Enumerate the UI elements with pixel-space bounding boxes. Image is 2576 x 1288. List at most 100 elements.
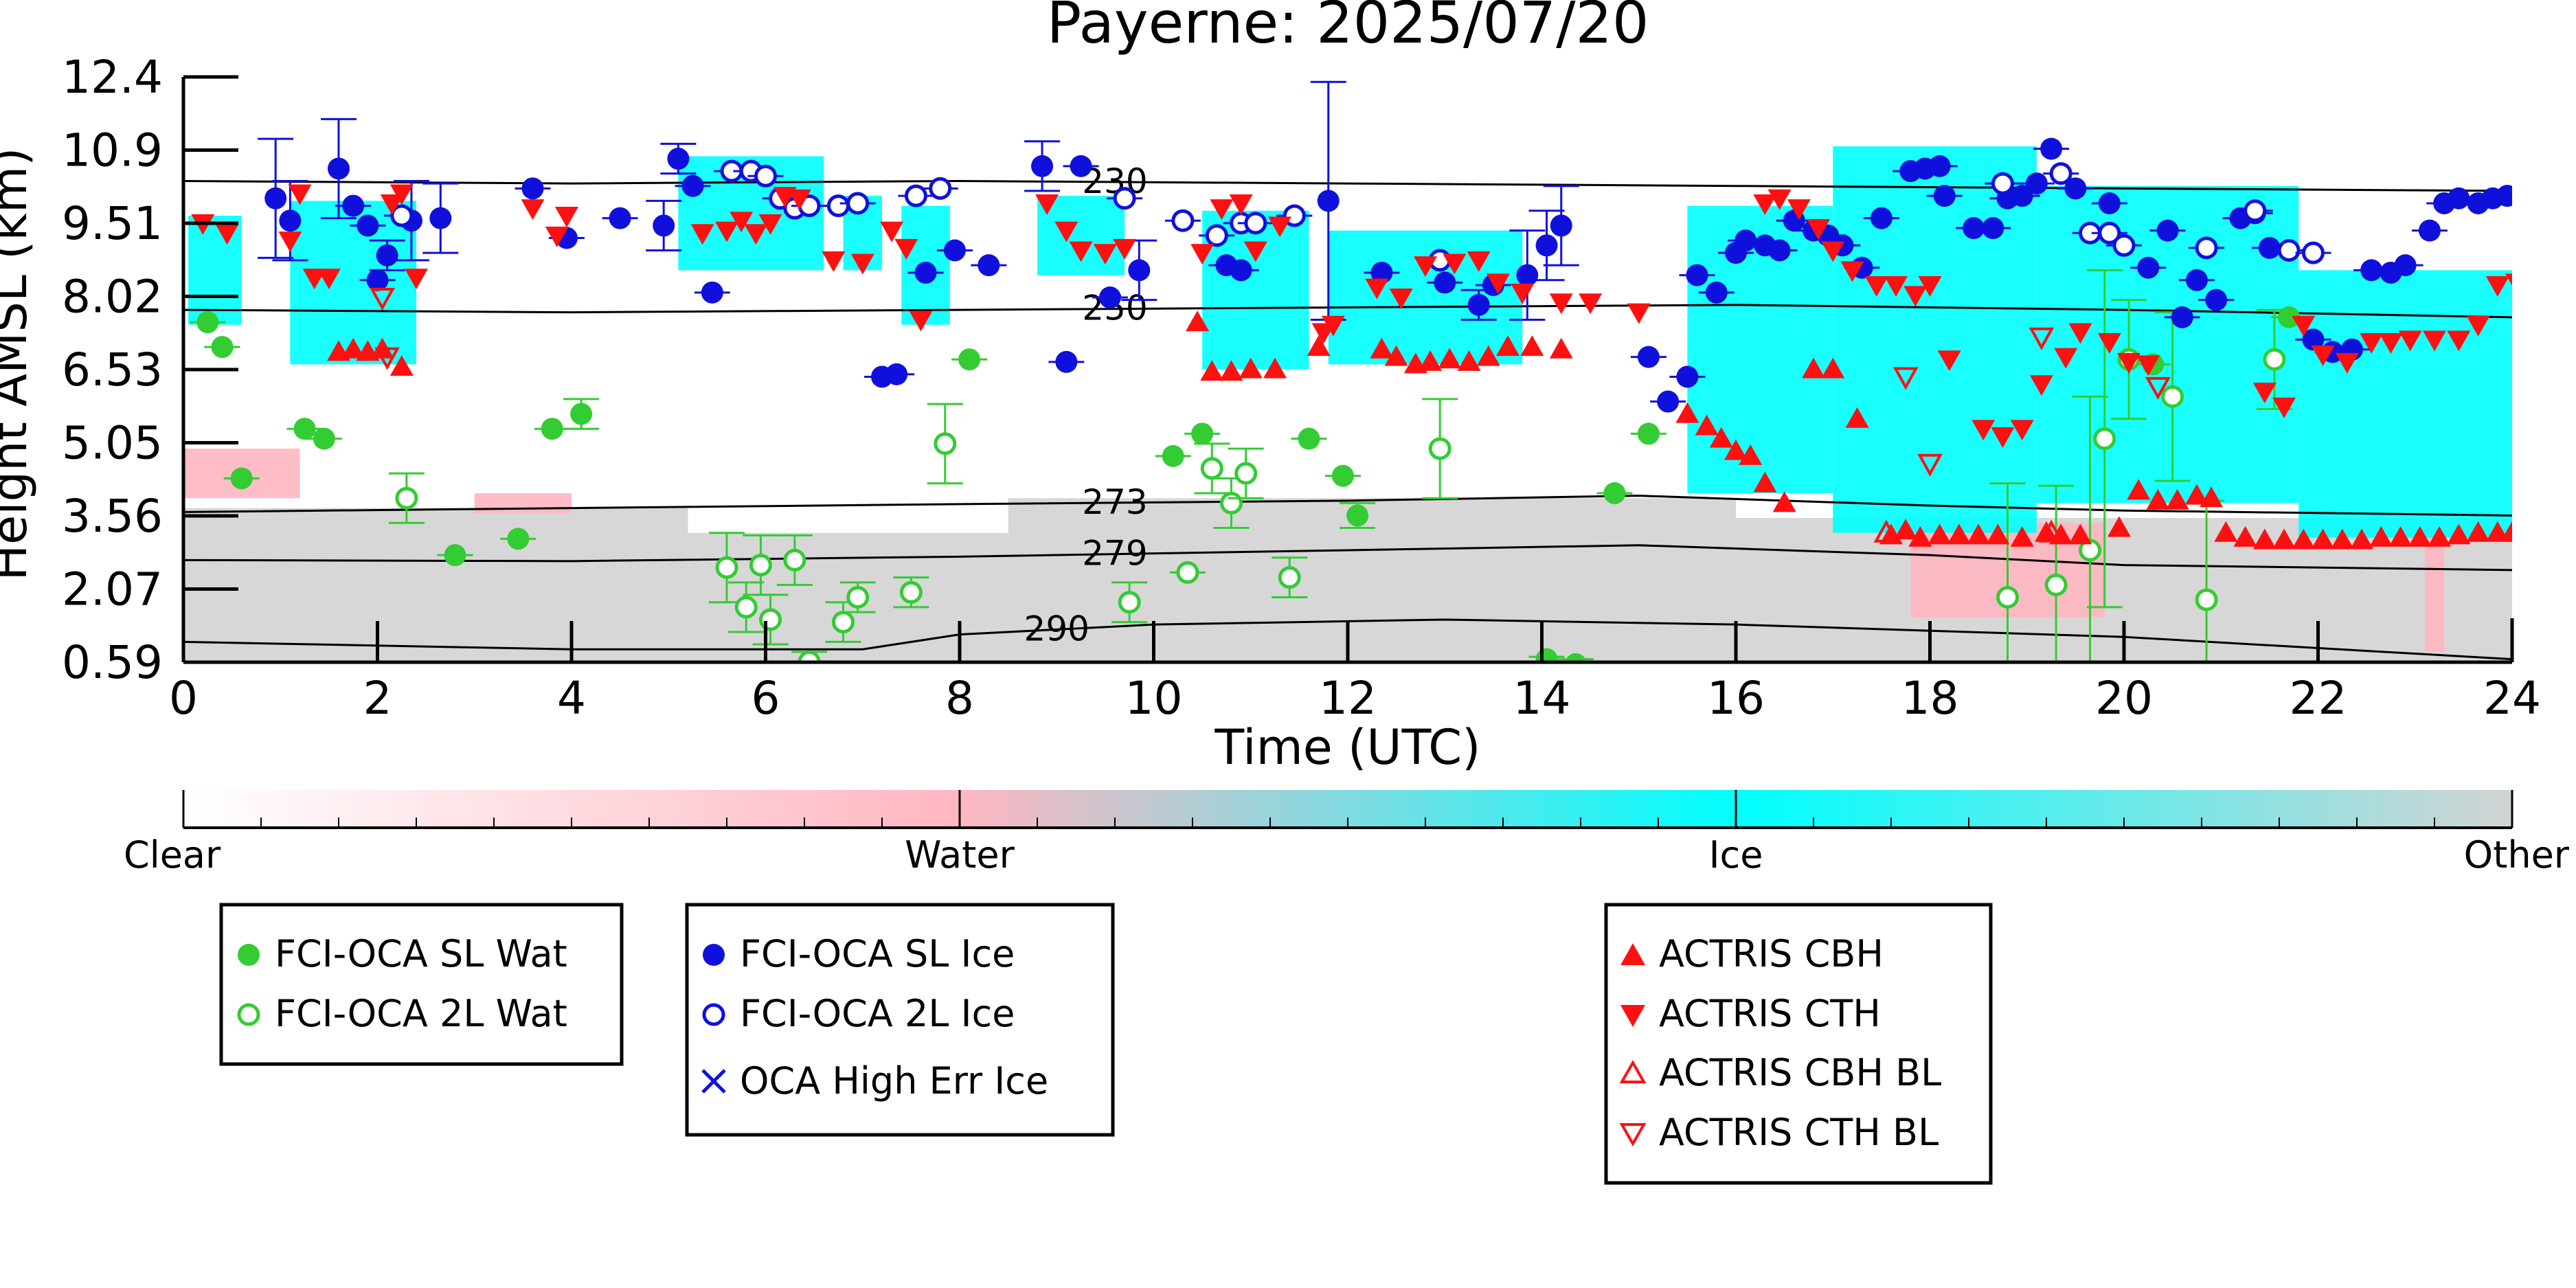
actris-cth-point-60: [2029, 375, 2053, 396]
actris-cth-point-76: [2466, 315, 2490, 337]
contour-label-273: 273: [1082, 482, 1147, 522]
actris-cbh-point-1: [341, 337, 365, 359]
contour-label-290: 290: [1024, 609, 1089, 648]
fci-oca-2l-wat-point-2: [734, 596, 758, 619]
legend-label-sl-wat: FCI-OCA SL Wat: [275, 932, 567, 975]
fci-oca-sl-ice-point-36: [1637, 346, 1660, 368]
fci-oca-2l-wat-point-0: [395, 486, 418, 510]
fci-oca-sl-ice-point-85: [2555, 185, 2576, 207]
legend-ice: FCI-OCA SL Ice FCI-OCA 2L Ice OCA High E…: [685, 903, 1115, 1137]
colorbar-label-other: Other: [2464, 833, 2570, 877]
actris-cth-point-41: [1486, 273, 1510, 295]
mask-ice-region-7: [1328, 230, 1523, 365]
actris-cth-point-33: [1268, 216, 1292, 238]
contour-line-273: [183, 495, 2512, 517]
fci-oca-sl-wat-point-11: [1191, 422, 1214, 445]
actris-cth-point-75: [2447, 330, 2471, 352]
fci-oca-2l-wat-point-4: [759, 608, 782, 631]
fci-oca-2l-ice-point-3: [754, 164, 777, 188]
actris-cbh-point-35: [1947, 523, 1971, 545]
actris-cbh-point-26: [1753, 471, 1777, 493]
actris-cbh-point-20: [1549, 337, 1573, 359]
actris-cth-point-39: [1443, 253, 1467, 275]
legend-marker-sl-wat: [238, 944, 260, 966]
fci-oca-2l-wat-point-20: [2079, 539, 2102, 562]
actris-cbh-point-14: [1419, 350, 1443, 371]
fci-oca-2l-wat-point-18: [1996, 585, 2019, 609]
actris-cth-point-47: [1767, 189, 1792, 210]
x-tick-label-12: 12: [1319, 672, 1377, 725]
mask-other-region-0: [183, 508, 688, 662]
actris-cbh-point-29: [1821, 357, 1845, 379]
actris-cbh-point-50: [2252, 528, 2276, 550]
actris-cbh-point-52: [2292, 528, 2316, 550]
legend-marker-2l-ice: [702, 1003, 725, 1026]
fci-oca-sl-ice-point-82: [2496, 185, 2512, 207]
actris-cth-point-51: [1840, 261, 1864, 282]
actris-cth-point-20: [850, 253, 874, 275]
fci-oca-sl-ice-point-38: [1676, 365, 1699, 388]
mask-water-region-3: [2424, 537, 2445, 652]
y-tick-label-4: 6.53: [62, 343, 163, 396]
fci-oca-sl-ice-point-64: [2156, 219, 2179, 242]
fci-oca-sl-ice-point-17: [1031, 155, 1054, 177]
fci-oca-2l-wat-point-23: [2161, 385, 2184, 408]
fci-oca-sl-ice-point-34: [914, 261, 937, 284]
actris-cbh-point-46: [2184, 484, 2208, 505]
fci-oca-sl-ice-point-11: [609, 207, 631, 229]
actris-cbh-point-53: [2311, 528, 2335, 550]
actris-cbh-point-17: [1476, 345, 1500, 366]
fci-oca-sl-ice-point-55: [1963, 217, 1985, 240]
fci-oca-sl-ice-point-42: [1735, 229, 1757, 252]
actris-cth-point-6: [380, 194, 404, 215]
fci-oca-sl-ice-point-8: [429, 207, 452, 229]
fci-oca-sl-ice-point-25: [1370, 261, 1393, 284]
colorbar-label-ice: Ice: [1709, 833, 1763, 877]
actris-cth-point-49: [1807, 219, 1831, 240]
fci-oca-2l-ice-point-12: [1171, 209, 1195, 232]
actris-cbh-point-56: [2369, 526, 2393, 547]
fci-oca-sl-ice-point-84: [2530, 185, 2552, 207]
actris-cth-point-66: [2252, 383, 2276, 404]
x-tick-label-14: 14: [1513, 672, 1571, 725]
actris-cth-point-44: [1579, 293, 1603, 315]
x-tick-label-0: 0: [169, 672, 198, 725]
fci-oca-2l-ice-point-18: [1991, 172, 2014, 195]
actris-cth-point-55: [1918, 275, 1942, 297]
fci-oca-sl-ice-point-54: [1933, 185, 1956, 207]
actris-cth-point-10: [545, 226, 569, 247]
actris-cth-point-40: [1467, 251, 1491, 272]
fci-oca-sl-wat-point-0: [196, 311, 219, 334]
fci-oca-sl-wat-point-12: [1298, 427, 1320, 450]
x-tick-label-22: 22: [2290, 672, 2347, 725]
fci-oca-sl-ice-point-26: [1434, 271, 1456, 294]
chart-title: Payerne: 2025/07/20: [1047, 0, 1649, 56]
fci-oca-2l-ice-point-0: [390, 204, 414, 227]
axes: 0 2 4 6 8 10 12 14 16 18 20 22 24 0.592.073.565.056.…: [62, 51, 2541, 725]
fci-oca-sl-ice-point-16: [978, 254, 1000, 277]
fci-oca-sl-ice-point-20: [1098, 286, 1121, 309]
actris-cth-point-67: [2272, 397, 2296, 418]
actris-cth-point-16: [758, 214, 782, 235]
fci-oca-sl-ice-point-24: [1317, 190, 1340, 212]
actris-cbh-point-43: [2127, 479, 2151, 500]
colorbar: Clear Water Ice Other: [124, 790, 2570, 877]
fci-oca-sl-ice-point-63: [2137, 256, 2160, 279]
fci-oca-sl-ice-point-0: [264, 187, 287, 210]
fci-oca-sl-ice-point-31: [1550, 214, 1572, 237]
mask-other-region-2: [1008, 498, 1736, 662]
actris-cth-point-45: [1627, 303, 1651, 324]
y-tick-label-5: 8.02: [62, 271, 163, 324]
fci-oca-2l-wat-point-8: [846, 585, 870, 609]
actris-cth-bl-point-1: [374, 347, 400, 370]
actris-cth-point-5: [317, 269, 341, 290]
actris-cth-point-21: [880, 221, 904, 242]
fci-oca-2l-ice-point-26: [2301, 241, 2325, 264]
actris-cbh-point-19: [1520, 335, 1544, 357]
actris-cth-point-25: [1054, 221, 1078, 242]
actris-cbh-point-49: [2233, 526, 2257, 547]
contour-line-230: [183, 179, 2512, 192]
actris-cbh-point-64: [2529, 519, 2553, 539]
actris-cth-point-12: [690, 224, 714, 245]
